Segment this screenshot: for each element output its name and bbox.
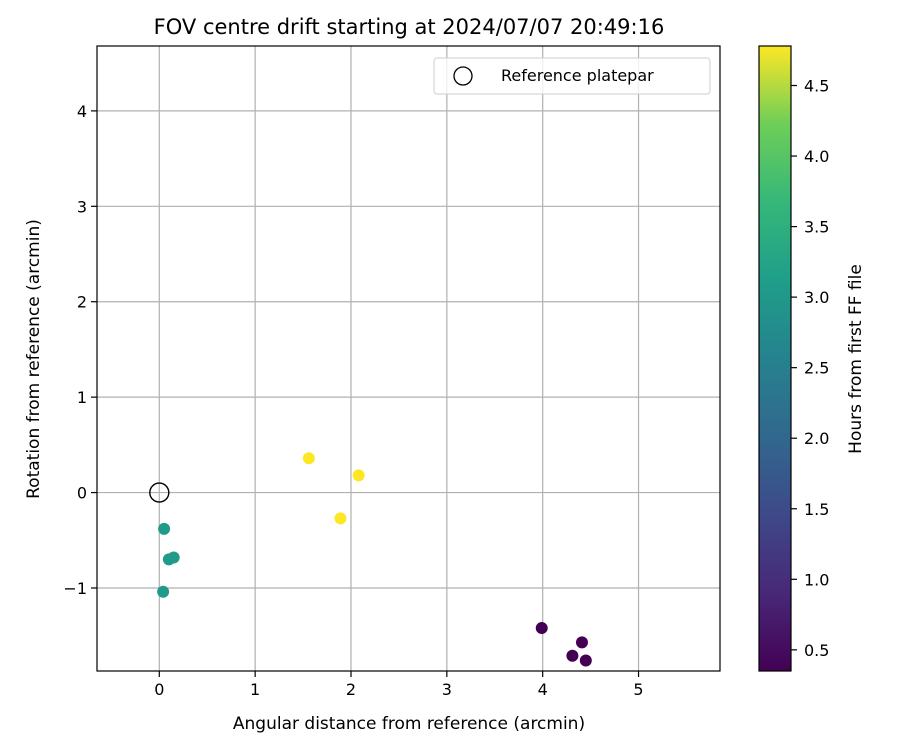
legend-reference-marker <box>453 66 473 86</box>
colorbar-tick-label: 3.5 <box>804 218 829 237</box>
legend-box <box>433 57 711 95</box>
colorbar-tick-label: 1.0 <box>804 570 829 589</box>
data-point <box>302 452 315 465</box>
colorbar-ticks: 0.5 1.0 1.5 2.0 2.5 3.0 3.5 4.0 4.5 <box>791 77 829 660</box>
y-tick-label: 3 <box>77 197 87 216</box>
data-point <box>158 522 171 535</box>
colorbar: 0.5 1.0 1.5 2.0 2.5 3.0 3.5 4.0 4.5 Hours from f… <box>758 45 866 672</box>
data-point <box>579 654 592 667</box>
colorbar-tick-label: 2.0 <box>804 429 829 448</box>
colorbar-tick-label: 1.5 <box>804 500 829 519</box>
legend: Reference platepar <box>433 57 711 95</box>
data-point <box>535 622 548 635</box>
data-point <box>566 649 579 662</box>
x-tick-label: 3 <box>442 680 452 699</box>
chart-title: FOV centre drift starting at 2024/07/07 … <box>154 15 665 39</box>
legend-entry-reference: Reference platepar <box>501 66 654 85</box>
x-tick-label: 2 <box>346 680 356 699</box>
data-point <box>334 512 347 525</box>
colorbar-frame <box>758 45 792 672</box>
colorbar-tick-label: 0.5 <box>804 641 829 660</box>
reference-marker-layer <box>149 482 170 503</box>
x-tick-label: 4 <box>538 680 548 699</box>
x-tick-label: 0 <box>154 680 164 699</box>
reference-marker <box>149 482 170 503</box>
y-tick-label: −1 <box>63 579 87 598</box>
colorbar-label: Hours from first FF file <box>846 264 866 454</box>
data-points <box>157 452 592 667</box>
colorbar-tick-label: 3.0 <box>804 288 829 307</box>
y-tick-label: 0 <box>77 484 87 503</box>
y-tick-label: 4 <box>77 102 87 121</box>
x-tick-label: 5 <box>633 680 643 699</box>
axis-ticks: 0 1 2 3 4 5 −1 0 1 2 3 4 <box>63 102 643 699</box>
data-point <box>167 551 180 564</box>
data-point <box>352 469 365 482</box>
x-axis-label: Angular distance from reference (arcmin) <box>233 714 585 734</box>
data-point <box>575 636 588 649</box>
colorbar-tick-label: 4.5 <box>804 77 829 96</box>
plot-frame <box>96 45 721 672</box>
colorbar-tick-label: 4.0 <box>804 147 829 166</box>
y-tick-label: 1 <box>77 388 87 407</box>
y-axis-label: Rotation from reference (arcmin) <box>24 219 44 499</box>
colorbar-gradient <box>759 46 791 671</box>
data-point <box>157 585 170 598</box>
y-tick-label: 2 <box>77 293 87 312</box>
grid <box>97 46 720 671</box>
x-tick-label: 1 <box>250 680 260 699</box>
colorbar-tick-label: 2.5 <box>804 359 829 378</box>
